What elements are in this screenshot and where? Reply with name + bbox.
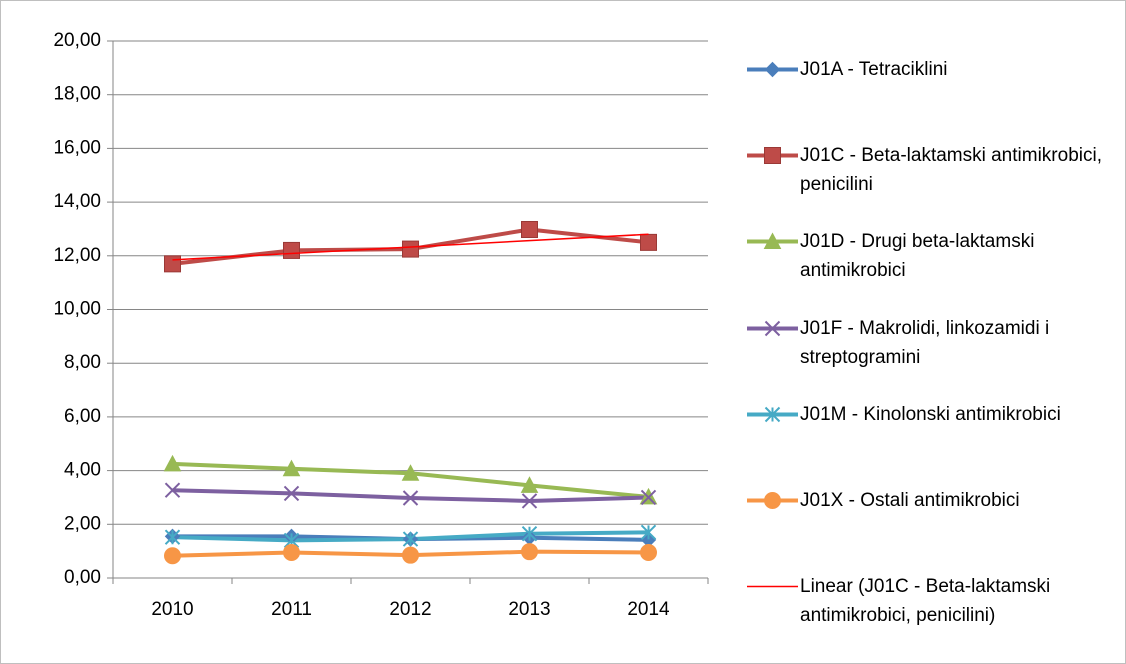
y-tick-label: 8,00: [64, 352, 101, 373]
marker: [764, 320, 781, 336]
marker: [640, 524, 657, 541]
legend-entry: Linear (J01C - Beta-laktamski antimikrob…: [745, 572, 1110, 630]
y-tick-label: 16,00: [53, 137, 101, 158]
marker: [401, 464, 420, 481]
legend-icon: [747, 406, 798, 423]
legend-entry: J01X - Ostali antimikrobici: [745, 486, 1110, 515]
trendline: [172, 233, 649, 261]
y-tick-label: 20,00: [53, 30, 101, 51]
marker: [521, 543, 538, 561]
legend-label: J01X - Ostali antimikrobici: [800, 490, 1020, 511]
y-tick-label: 0,00: [64, 567, 101, 588]
legend-label: J01D - Drugi beta-laktamski antimikrobic…: [800, 231, 1035, 282]
marker: [163, 454, 182, 472]
marker: [282, 459, 301, 477]
legend-entry: J01C - Beta-laktamski antimikrobici, pen…: [745, 141, 1110, 199]
legend-icon: [747, 147, 798, 165]
marker: [164, 547, 181, 565]
marker: [764, 492, 781, 509]
y-tick-label: 18,00: [53, 84, 101, 105]
legend-label: J01F - Makrolidi, linkozamidi i streptog…: [800, 317, 1050, 368]
x-tick-label: 2011: [271, 599, 312, 620]
marker: [402, 490, 419, 506]
y-tick-label: 12,00: [53, 245, 101, 266]
marker: [164, 255, 181, 273]
legend-icon: [747, 320, 798, 336]
y-tick-label: 10,00: [53, 299, 101, 320]
marker: [283, 543, 300, 561]
marker: [640, 233, 657, 251]
marker: [764, 147, 781, 165]
y-tick-label: 4,00: [64, 460, 101, 481]
x-tick-label: 2014: [627, 599, 670, 620]
legend-label: J01M - Kinolonski antimikrobici: [800, 403, 1061, 425]
legend-entry: J01D - Drugi beta-laktamski antimikrobic…: [745, 227, 1110, 285]
marker: [764, 406, 781, 423]
marker: [164, 529, 181, 545]
y-tick-label: 2,00: [64, 513, 101, 534]
marker: [164, 482, 181, 498]
marker: [640, 489, 657, 506]
marker: [283, 241, 300, 259]
legend-icon: [747, 492, 798, 509]
marker: [521, 525, 538, 542]
marker: [402, 240, 419, 258]
y-tick-label: 14,00: [53, 191, 101, 212]
marker: [402, 546, 419, 564]
marker: [283, 485, 300, 502]
x-tick-label: 2013: [508, 599, 550, 620]
legend-label: Linear (J01C - Beta-laktamski antimikrob…: [800, 576, 1051, 627]
marker: [640, 543, 657, 561]
x-tick-label: 2010: [151, 599, 193, 620]
legend-icon: [747, 232, 798, 250]
marker: [521, 493, 538, 509]
legend-icon: [747, 585, 798, 588]
legend-entry: J01M - Kinolonski antimikrobici: [745, 400, 1110, 429]
marker: [520, 476, 539, 493]
marker: [763, 232, 782, 250]
y-tick-label: 6,00: [64, 406, 101, 427]
legend-label: J01A - Tetraciklini: [800, 59, 948, 80]
legend-entry: J01F - Makrolidi, linkozamidi i streptog…: [745, 314, 1110, 372]
marker: [764, 61, 781, 78]
marker: [521, 220, 538, 238]
legend-icon: [747, 61, 798, 78]
legend-entry: J01A - Tetraciklini: [745, 55, 1110, 84]
x-tick-label: 2012: [389, 599, 431, 620]
legend-label: J01C - Beta-laktamski antimikrobici, pen…: [800, 145, 1102, 196]
marker: [402, 531, 419, 547]
